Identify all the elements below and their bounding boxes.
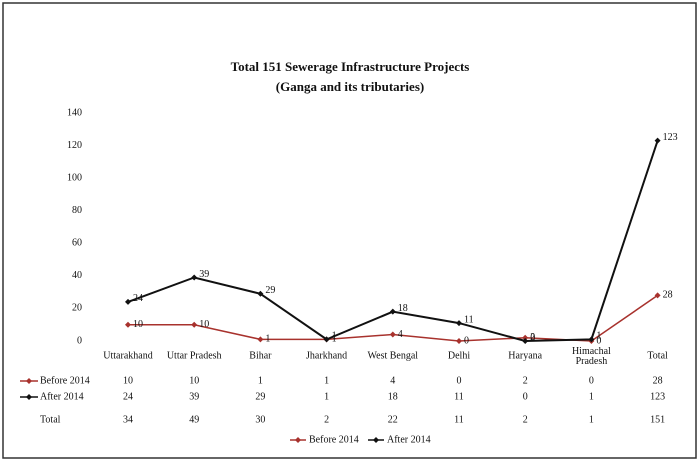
table-cell: 0 — [589, 375, 594, 386]
table-cell: 2 — [523, 414, 528, 425]
x-tick-label: Bihar — [249, 350, 272, 361]
data-label: 18 — [398, 303, 408, 314]
table-cell: 0 — [457, 375, 462, 386]
data-label: 1 — [332, 331, 337, 342]
x-tick-label: Uttar Pradesh — [167, 350, 222, 361]
data-label: 0 — [596, 335, 601, 346]
row-label: Before 2014 — [40, 375, 90, 386]
point-marker — [323, 336, 330, 343]
x-tick-label: Jharkhand — [306, 350, 347, 361]
row-label: Total — [40, 414, 61, 425]
data-label: 24 — [133, 293, 143, 304]
table-cell: 1 — [589, 391, 594, 402]
table-cell: 34 — [123, 414, 133, 425]
table-cell: 28 — [653, 375, 663, 386]
data-label: 0 — [530, 332, 535, 343]
table-cell: 18 — [388, 391, 398, 402]
table-cell: 0 — [523, 391, 528, 402]
y-tick-label: 100 — [67, 172, 82, 183]
point-marker — [257, 336, 264, 343]
x-tick-label: Total — [647, 350, 668, 361]
x-tick-label: West Bengal — [368, 350, 419, 361]
table-cell: 49 — [189, 414, 199, 425]
table-cell: 1 — [258, 375, 263, 386]
y-tick-label: 120 — [67, 140, 82, 151]
point-marker — [389, 308, 396, 315]
legend-key-marker — [26, 394, 32, 400]
table-cell: 11 — [454, 414, 464, 425]
table-cell: 30 — [255, 414, 265, 425]
chart-title: Total 151 Sewerage Infrastructure Projec… — [231, 59, 470, 74]
label-line: Himachal — [572, 346, 611, 357]
data-label: 123 — [663, 132, 678, 143]
legend-key-marker — [295, 437, 301, 443]
table-cell: 151 — [650, 414, 665, 425]
chart-subtitle: (Ganga and its tributaries) — [276, 79, 424, 94]
table-cell: 1 — [324, 391, 329, 402]
table-cell: 2 — [324, 414, 329, 425]
y-tick-label: 20 — [72, 303, 82, 314]
legend-label: After 2014 — [387, 434, 431, 445]
table-cell: 22 — [388, 414, 398, 425]
table-cell: 24 — [123, 391, 133, 402]
point-marker — [654, 292, 661, 299]
table-cell: 1 — [589, 414, 594, 425]
table-cell: 1 — [324, 375, 329, 386]
data-label: 1 — [332, 334, 337, 345]
x-tick-label: Himachal Pradesh — [572, 346, 611, 367]
x-tick-label: Uttarakhand — [103, 350, 152, 361]
point-marker — [588, 336, 595, 343]
point-marker — [522, 334, 529, 341]
data-label: 1 — [596, 331, 601, 342]
table-cell: 29 — [255, 391, 265, 402]
point-marker — [257, 290, 264, 297]
data-label: 11 — [464, 314, 474, 325]
point-marker — [389, 331, 396, 338]
table-cell: 2 — [523, 375, 528, 386]
x-tick-label: Haryana — [508, 350, 542, 361]
y-tick-label: 60 — [72, 238, 82, 249]
data-label: 39 — [199, 269, 209, 280]
point-marker — [125, 298, 131, 305]
table-cell: 11 — [454, 391, 464, 402]
point-marker — [456, 338, 462, 344]
row-label: After 2014 — [40, 391, 84, 402]
y-tick-label: 140 — [67, 107, 82, 118]
data-label: 4 — [398, 329, 403, 340]
data-label: 2 — [530, 332, 535, 343]
data-label: 10 — [199, 319, 209, 330]
table-cell: 123 — [650, 391, 665, 402]
data-label: 29 — [265, 285, 275, 296]
point-marker — [125, 321, 131, 328]
data-label: 28 — [663, 290, 673, 301]
data-label: 1 — [265, 334, 270, 345]
legend-label: Before 2014 — [309, 434, 359, 445]
y-tick-label: 0 — [77, 335, 82, 346]
point-marker — [191, 321, 198, 328]
x-tick-label: Delhi — [448, 350, 470, 361]
table-cell: 10 — [189, 375, 199, 386]
y-tick-label: 80 — [72, 205, 82, 216]
legend-key-marker — [26, 378, 32, 384]
point-marker — [456, 320, 462, 327]
point-marker — [191, 274, 198, 281]
point-marker — [654, 137, 661, 144]
y-tick-label: 40 — [72, 270, 82, 281]
point-marker — [522, 338, 529, 344]
label-line: Pradesh — [576, 356, 608, 367]
data-label: 10 — [133, 319, 143, 330]
table-cell: 39 — [189, 391, 199, 402]
data-label: 0 — [464, 335, 469, 346]
legend-key-marker — [373, 437, 379, 443]
table-cell: 4 — [390, 375, 395, 386]
table-cell: 10 — [123, 375, 133, 386]
